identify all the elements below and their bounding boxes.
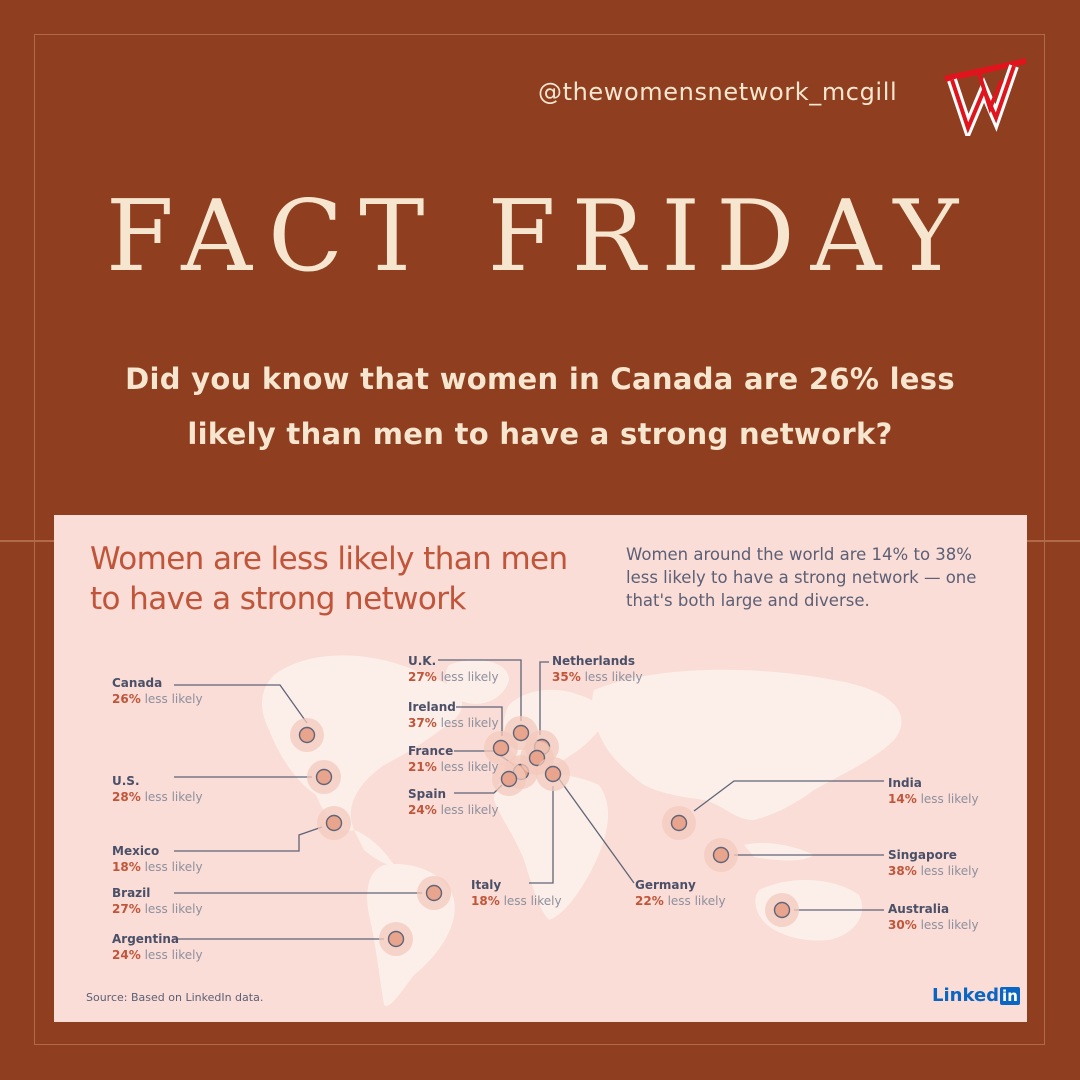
label-netherlands: Netherlands 35% less likely — [552, 654, 643, 684]
infographic-heading: Women are less likely than men to have a… — [90, 541, 568, 617]
marker-ireland — [492, 739, 510, 757]
marker-italy — [544, 765, 562, 783]
label-italy: Italy 18% less likely — [471, 878, 562, 908]
marker-argentina — [387, 930, 405, 948]
leader-line-netherlands — [539, 661, 549, 735]
label-mexico: Mexico 18% less likely — [112, 844, 203, 874]
infographic-panel: Women are less likely than men to have a… — [54, 515, 1027, 1022]
leader-line-uk — [438, 659, 522, 721]
marker-mexico — [325, 814, 343, 832]
marker-spain — [500, 770, 518, 788]
marker-india — [670, 814, 688, 832]
label-us: U.S. 28% less likely — [112, 774, 203, 804]
question-text: Did you know that women in Canada are 26… — [125, 362, 955, 451]
leader-line-ireland — [456, 706, 503, 736]
page-title: FACT FRIDAY — [105, 180, 975, 294]
label-france: France 21% less likely — [408, 744, 499, 774]
label-australia: Australia 30% less likely — [888, 902, 979, 932]
label-india: India 14% less likely — [888, 776, 979, 806]
label-spain: Spain 24% less likely — [408, 787, 499, 817]
border-frame — [34, 34, 1045, 1045]
label-uk: U.K. 27% less likely — [408, 654, 499, 684]
social-handle: @thewomensnetwork_mcgill — [538, 78, 898, 106]
twn-logo — [944, 58, 1026, 136]
marker-us — [315, 768, 333, 786]
infographic-subtext: Women around the world are 14% to 38% le… — [626, 545, 977, 610]
world-map — [174, 655, 902, 1006]
marker-singapore — [712, 846, 730, 864]
leader-line-mexico — [174, 826, 323, 852]
marker-brazil — [425, 884, 443, 902]
label-argentina: Argentina 24% less likely — [112, 932, 203, 962]
label-ireland: Ireland 37% less likely — [408, 700, 499, 730]
marker-germany — [528, 749, 546, 767]
label-canada: Canada 26% less likely — [112, 676, 203, 706]
marker-australia — [773, 901, 791, 919]
leader-line-canada — [174, 684, 308, 724]
label-singapore: Singapore 38% less likely — [888, 848, 979, 878]
leader-line-india — [693, 780, 884, 812]
marker-uk — [512, 724, 530, 742]
label-germany: Germany 22% less likely — [635, 878, 726, 908]
linkedin-logo: Linked in — [932, 985, 1020, 1006]
marker-canada — [298, 726, 316, 744]
leader-line-italy — [529, 786, 554, 884]
source-note: Source: Based on LinkedIn data. — [86, 991, 264, 1004]
label-brazil: Brazil 27% less likely — [112, 886, 203, 916]
